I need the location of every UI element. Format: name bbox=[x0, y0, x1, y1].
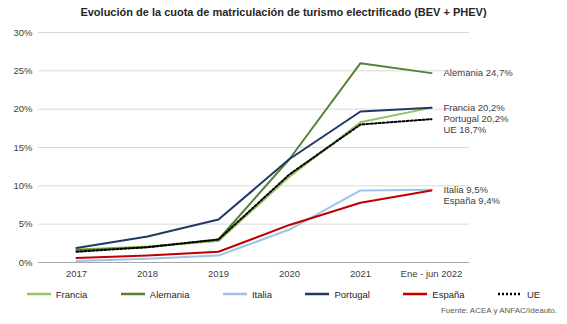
svg-text:0%: 0% bbox=[19, 257, 33, 268]
html-text:Italia: Italia bbox=[251, 288, 272, 300]
html-text:UE: UE bbox=[527, 288, 541, 300]
html-text:Portugal: Portugal bbox=[334, 288, 370, 300]
svg-text:España 9,4%: España 9,4% bbox=[444, 195, 501, 206]
svg-text:Portugal 20,2%: Portugal 20,2% bbox=[444, 113, 510, 124]
svg-text:25%: 25% bbox=[13, 65, 33, 76]
svg-text:15%: 15% bbox=[13, 142, 33, 153]
svg-text:Francia 20,2%: Francia 20,2% bbox=[444, 102, 506, 113]
svg-text:2021: 2021 bbox=[350, 268, 371, 279]
html-text:Fuente: ACEA y ANFAC/Ideauto.: Fuente: ACEA y ANFAC/Ideauto. bbox=[440, 306, 557, 315]
svg-text:20%: 20% bbox=[13, 103, 33, 114]
svg-text:Ene - jun 2022: Ene - jun 2022 bbox=[401, 268, 463, 279]
svg-text:30%: 30% bbox=[13, 27, 33, 38]
svg-text:2020: 2020 bbox=[279, 268, 300, 279]
html-text:Francia: Francia bbox=[55, 288, 88, 300]
svg-text:2018: 2018 bbox=[137, 268, 158, 279]
svg-text:10%: 10% bbox=[13, 180, 33, 191]
svg-text:2017: 2017 bbox=[66, 268, 87, 279]
html-text:Alemania: Alemania bbox=[149, 288, 190, 300]
svg-text:Alemania 24,7%: Alemania 24,7% bbox=[444, 67, 514, 78]
svg-text:2019: 2019 bbox=[208, 268, 229, 279]
svg-text:Italia 9,5%: Italia 9,5% bbox=[444, 184, 489, 195]
svg-text:5%: 5% bbox=[19, 218, 33, 229]
html-text:Evolución de la cuota de matri: Evolución de la cuota de matriculación d… bbox=[80, 6, 487, 18]
svg-text:UE 18,7%: UE 18,7% bbox=[444, 124, 487, 135]
html-text:España: España bbox=[432, 288, 465, 300]
